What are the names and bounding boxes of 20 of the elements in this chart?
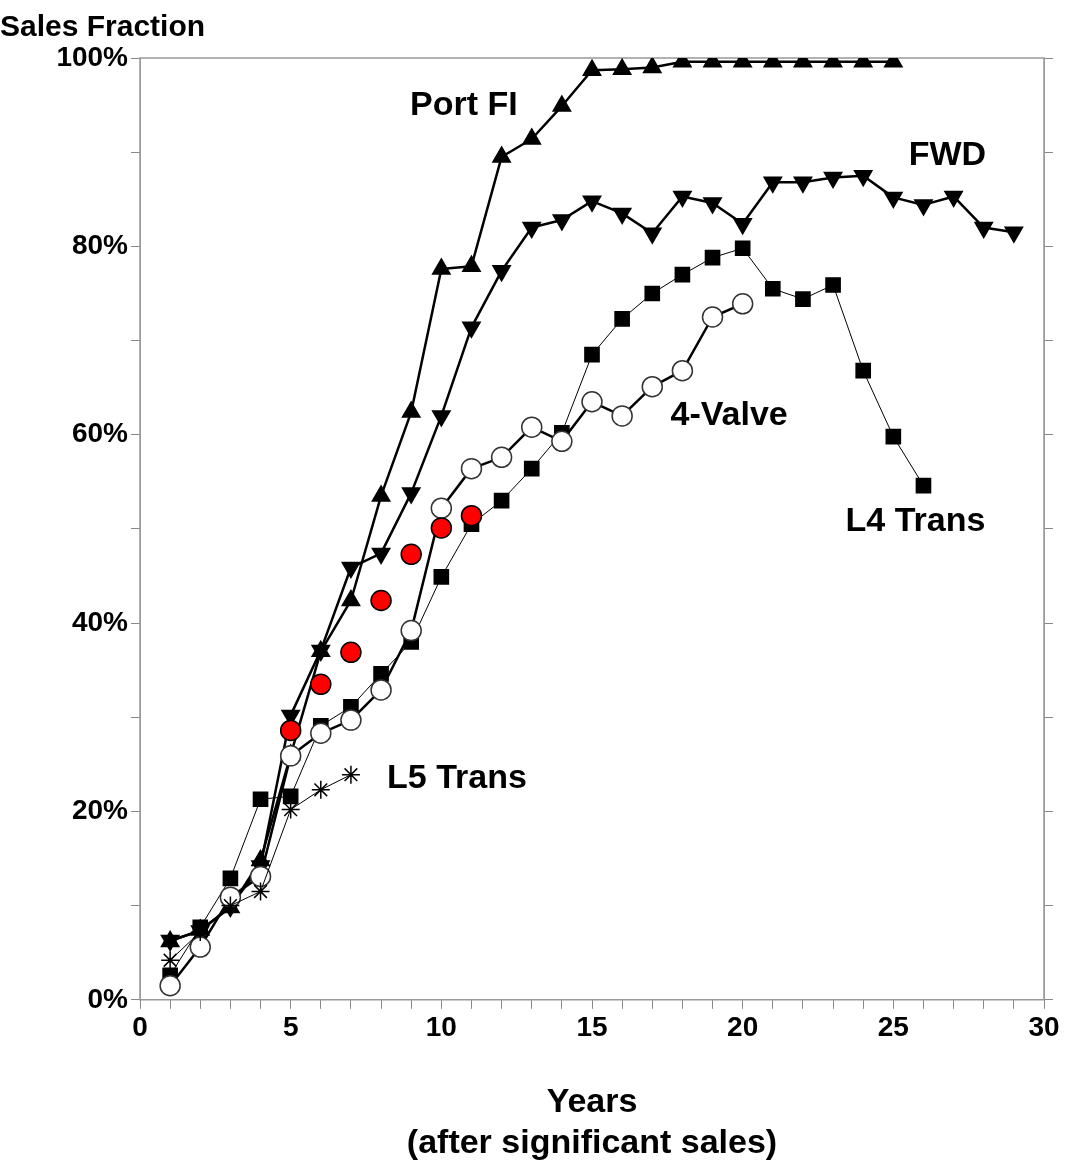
series-label: FWD xyxy=(908,133,987,172)
series-label: Port FI xyxy=(410,84,518,123)
x-tick-label: 0 xyxy=(132,1011,148,1043)
x-tick-label: 25 xyxy=(877,1011,909,1043)
x-tick-label: 30 xyxy=(1028,1011,1060,1043)
y-tick-label: 60% xyxy=(71,417,129,449)
x-tick-label: 5 xyxy=(282,1011,299,1043)
series-label: L5 Trans xyxy=(387,757,527,796)
y-tick-label: 40% xyxy=(71,605,129,637)
y-tick-label: 0% xyxy=(87,982,129,1014)
x-tick-label: 20 xyxy=(727,1011,759,1043)
x-tick-label: 15 xyxy=(576,1011,608,1043)
series-label: 4-Valve xyxy=(670,394,788,433)
y-tick-label: 100% xyxy=(56,40,129,72)
x-axis-title: Years (after significant sales) xyxy=(406,1081,778,1160)
x-tick-label: 10 xyxy=(425,1011,457,1043)
series-label: L4 Trans xyxy=(845,499,986,538)
y-axis-title: Sales Fraction xyxy=(0,9,206,43)
y-tick-label: 20% xyxy=(71,794,129,826)
y-tick-label: 80% xyxy=(71,229,129,261)
